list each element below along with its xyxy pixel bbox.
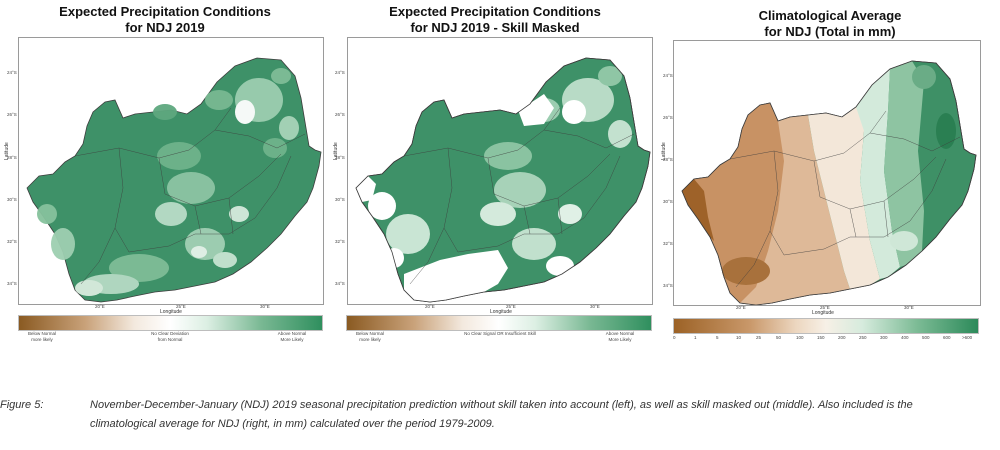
panel-title: Climatological Average for NDJ (Total in… bbox=[660, 8, 1000, 40]
map-plot-area bbox=[673, 40, 981, 306]
colorbar-gradient bbox=[347, 316, 651, 330]
x-tick: 30°E bbox=[590, 304, 600, 309]
precipitation-map bbox=[26, 57, 322, 303]
legend-below-normal: Below Normal more likely bbox=[22, 331, 62, 342]
colorbar-tick: 10 bbox=[736, 335, 742, 340]
precipitation-colorbar bbox=[673, 318, 979, 334]
y-tick: 30°S bbox=[7, 197, 17, 202]
x-tick: 30°E bbox=[260, 304, 270, 309]
colorbar-tick: 600 bbox=[943, 335, 951, 340]
panel-ndj-2019-skill-masked: Expected Precipitation Conditions for ND… bbox=[330, 0, 660, 360]
legend-text: No Clear Signal OR Insufficient Skill bbox=[464, 331, 536, 336]
title-line-1: Expected Precipitation Conditions bbox=[389, 4, 601, 19]
y-tick: 28°S bbox=[663, 157, 673, 162]
colorbar-gradient bbox=[19, 316, 322, 330]
colorbar-tick: 1 bbox=[694, 335, 697, 340]
colorbar-tick: 0 bbox=[673, 335, 676, 340]
colorbar-tick: 200 bbox=[838, 335, 846, 340]
y-tick: 26°S bbox=[335, 112, 345, 117]
map-plot-area bbox=[18, 37, 324, 305]
probability-colorbar bbox=[18, 315, 323, 331]
title-line-2: for NDJ (Total in mm) bbox=[764, 24, 896, 39]
climatology-map bbox=[681, 60, 977, 305]
legend-no-deviation: No Clear Deviation from Normal bbox=[140, 331, 200, 342]
legend-above-normal: Above Normal More Likely bbox=[598, 331, 642, 342]
x-tick: 20°E bbox=[425, 304, 435, 309]
legend-text: No Clear Deviation bbox=[151, 331, 189, 336]
y-tick: 28°S bbox=[7, 155, 17, 160]
y-tick: 30°S bbox=[663, 199, 673, 204]
y-tick: 26°S bbox=[7, 112, 17, 117]
panel-title: Expected Precipitation Conditions for ND… bbox=[330, 4, 660, 36]
colorbar-tick: >600 bbox=[962, 335, 973, 340]
title-line-1: Climatological Average bbox=[758, 8, 902, 23]
y-tick: 24°S bbox=[335, 70, 345, 75]
colorbar-tick: 500 bbox=[922, 335, 930, 340]
colorbar-tick: 5 bbox=[716, 335, 719, 340]
title-line-1: Expected Precipitation Conditions bbox=[59, 4, 271, 19]
figure-caption-line-1: November-December-January (NDJ) 2019 sea… bbox=[90, 399, 913, 411]
y-tick: 34°S bbox=[335, 281, 345, 286]
precipitation-map-masked bbox=[355, 57, 651, 303]
x-tick: 25°E bbox=[820, 305, 830, 310]
figure-caption-label: Figure 5: bbox=[0, 399, 44, 411]
y-tick: 28°S bbox=[335, 155, 345, 160]
x-tick: 20°E bbox=[736, 305, 746, 310]
legend-text: More Likely bbox=[280, 336, 304, 342]
legend-text: Above Normal bbox=[277, 331, 307, 336]
y-tick: 34°S bbox=[7, 281, 17, 286]
colorbar-tick: 400 bbox=[901, 335, 909, 340]
title-line-2: for NDJ 2019 bbox=[125, 20, 205, 35]
colorbar-tick: 100 bbox=[796, 335, 804, 340]
colorbar-tick: 300 bbox=[880, 335, 888, 340]
y-tick: 32°S bbox=[7, 239, 17, 244]
y-tick: 34°S bbox=[663, 283, 673, 288]
legend-no-signal: No Clear Signal OR Insufficient Skill bbox=[450, 331, 550, 337]
legend-text: more likely bbox=[31, 336, 53, 342]
y-tick: 32°S bbox=[335, 239, 345, 244]
x-axis-label: Longitude bbox=[490, 309, 512, 315]
legend-text: Below Normal bbox=[355, 331, 384, 336]
figure-caption-line-2: climatological average for NDJ (right, i… bbox=[90, 418, 495, 430]
legend-text: from Normal bbox=[157, 336, 183, 342]
y-tick: 24°S bbox=[7, 70, 17, 75]
probability-colorbar bbox=[346, 315, 652, 331]
y-tick: 26°S bbox=[663, 115, 673, 120]
legend-above-normal: Above Normal More Likely bbox=[270, 331, 314, 342]
x-tick: 25°E bbox=[506, 304, 516, 309]
x-tick: 30°E bbox=[904, 305, 914, 310]
panel-climatological-average: Climatological Average for NDJ (Total in… bbox=[660, 0, 1000, 360]
legend-text: More Likely bbox=[608, 336, 632, 342]
colorbar-tick: 150 bbox=[817, 335, 825, 340]
x-axis-label: Longitude bbox=[160, 309, 182, 315]
y-tick: 30°S bbox=[335, 197, 345, 202]
panel-ndj-2019: Expected Precipitation Conditions for ND… bbox=[0, 0, 330, 360]
x-tick: 25°E bbox=[176, 304, 186, 309]
x-axis-label: Longitude bbox=[812, 310, 834, 316]
panel-title: Expected Precipitation Conditions for ND… bbox=[0, 4, 330, 36]
y-tick: 24°S bbox=[663, 73, 673, 78]
legend-text: Below Normal bbox=[27, 331, 56, 336]
y-tick: 32°S bbox=[663, 241, 673, 246]
colorbar-gradient bbox=[674, 319, 978, 333]
x-tick: 20°E bbox=[95, 304, 105, 309]
colorbar-tick: 250 bbox=[859, 335, 867, 340]
title-line-2: for NDJ 2019 - Skill Masked bbox=[410, 20, 580, 35]
legend-text: Above Normal bbox=[605, 331, 635, 336]
legend-below-normal: Below Normal more likely bbox=[350, 331, 390, 342]
colorbar-tick: 25 bbox=[756, 335, 762, 340]
colorbar-tick: 50 bbox=[776, 335, 782, 340]
map-plot-area bbox=[347, 37, 653, 305]
legend-text: more likely bbox=[359, 336, 381, 342]
